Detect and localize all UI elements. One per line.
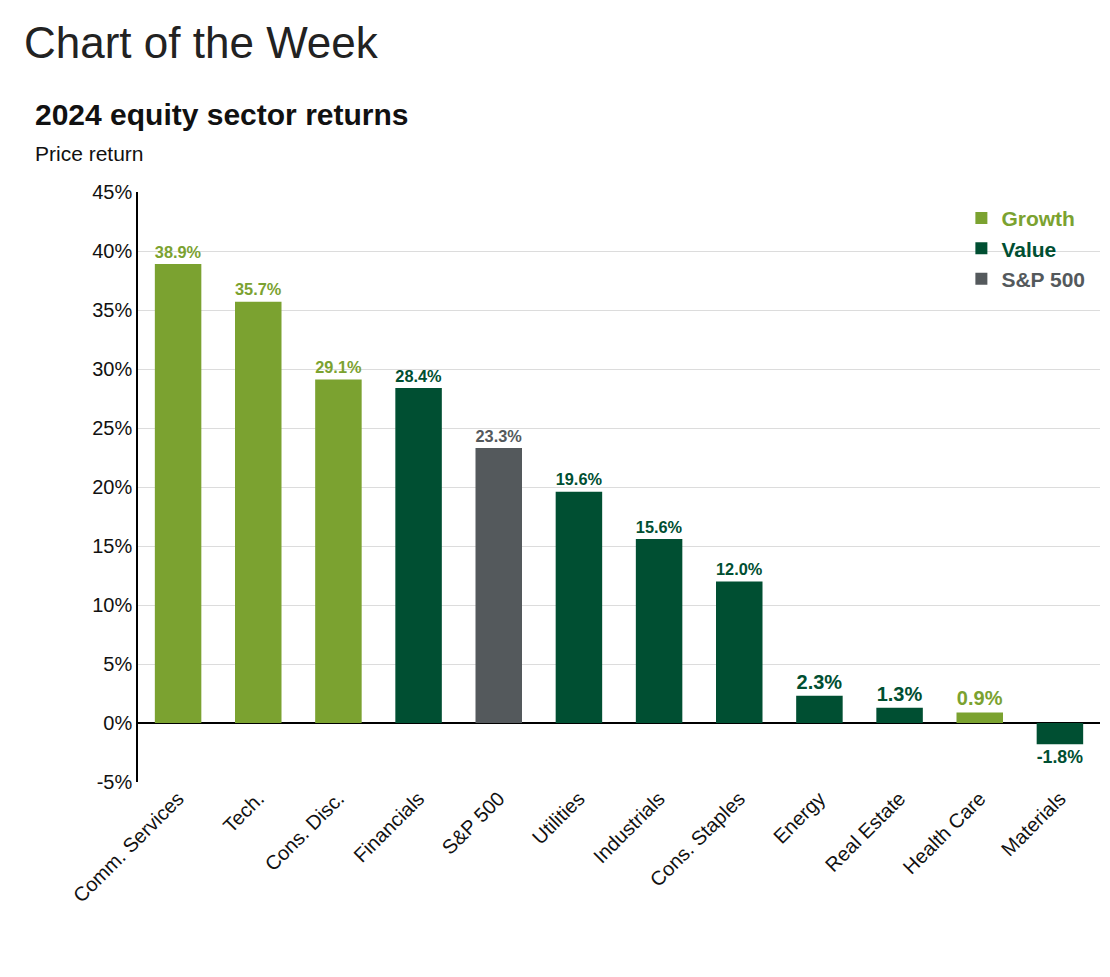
svg-text:Cons. Disc.: Cons. Disc. [260,787,348,875]
svg-text:35.7%: 35.7% [235,280,282,298]
svg-text:Health Care: Health Care [899,787,990,878]
svg-text:Utilities: Utilities [528,787,589,848]
svg-text:19.6%: 19.6% [556,470,603,488]
svg-text:Real Estate: Real Estate [821,787,910,876]
svg-text:Comm. Services: Comm. Services [69,787,188,906]
svg-text:Energy: Energy [769,787,829,847]
svg-text:Chart of the Week: Chart of the Week [24,18,379,67]
svg-text:Price return: Price return [35,142,144,165]
svg-text:38.9%: 38.9% [155,243,202,261]
svg-text:Cons. Staples: Cons. Staples [646,787,750,891]
svg-text:23.3%: 23.3% [476,427,523,445]
svg-text:35%: 35% [92,299,132,321]
svg-text:5%: 5% [103,653,132,675]
svg-text:30%: 30% [92,358,132,380]
svg-text:40%: 40% [92,240,132,262]
svg-text:45%: 45% [92,181,132,203]
svg-text:0.9%: 0.9% [957,687,1003,709]
svg-text:2.3%: 2.3% [797,671,843,693]
svg-text:29.1%: 29.1% [315,358,362,376]
svg-text:15.6%: 15.6% [636,518,683,536]
svg-text:10%: 10% [92,594,132,616]
svg-text:S&P 500: S&P 500 [1001,268,1085,291]
svg-text:20%: 20% [92,476,132,498]
svg-text:Financials: Financials [349,787,428,866]
svg-text:25%: 25% [92,417,132,439]
svg-text:12.0%: 12.0% [716,560,763,578]
svg-text:-1.8%: -1.8% [1037,747,1084,767]
svg-text:1.3%: 1.3% [877,683,923,705]
svg-text:Materials: Materials [997,787,1070,860]
svg-text:0%: 0% [103,712,132,734]
svg-text:Tech.: Tech. [219,787,268,836]
svg-text:Industrials: Industrials [589,787,669,867]
svg-text:Growth: Growth [1001,207,1075,230]
svg-text:2024 equity sector returns: 2024 equity sector returns [35,98,409,131]
svg-text:S&P 500: S&P 500 [438,787,509,858]
svg-text:-5%: -5% [97,771,133,793]
svg-text:15%: 15% [92,535,132,557]
svg-text:Value: Value [1001,238,1056,261]
svg-text:28.4%: 28.4% [395,367,442,385]
